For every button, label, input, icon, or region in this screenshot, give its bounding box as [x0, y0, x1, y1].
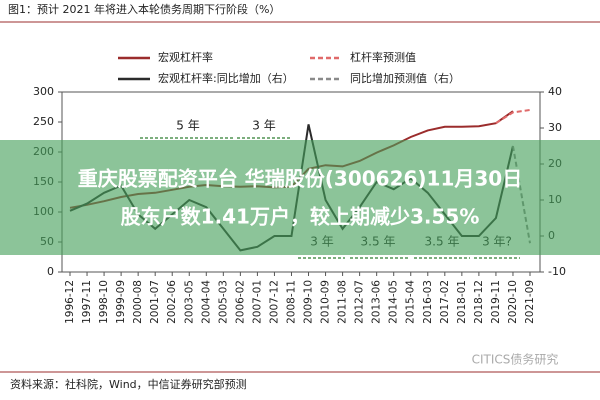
y2-tick-label: -10	[548, 265, 566, 278]
x-tick-label: 2013-06	[371, 280, 383, 324]
x-tick-label: 2012-07	[354, 280, 366, 324]
legend-label: 宏观杠杆率:同比增加（右）	[158, 71, 294, 85]
annotation: 5 年	[176, 119, 199, 133]
x-tick-label: 2007-01	[251, 280, 263, 324]
x-tick-label: 2011-08	[337, 280, 349, 324]
x-tick-label: 2020-10	[507, 280, 519, 324]
x-tick-label: 2004-04	[200, 280, 212, 324]
legend-label: 宏观杠杆率	[158, 50, 213, 64]
x-tick-label: 2007-12	[268, 280, 280, 324]
legend-label: 杠杆率预测值	[350, 50, 416, 64]
legend-label: 同比增加预测值（右）	[350, 71, 460, 85]
x-tick-label: 1996-12	[64, 280, 76, 324]
watermark: CITICS债务研究	[472, 352, 559, 367]
y-tick-label: 0	[47, 265, 54, 278]
chart-title: 图1：预计 2021 年将进入本轮债务周期下行阶段（%）	[8, 2, 280, 16]
overlay-text: 重庆股票配资平台 华瑞股份(300626)11月30日	[78, 167, 522, 191]
x-tick-label: 1997-11	[81, 280, 93, 324]
x-tick-label: 2021-09	[524, 280, 536, 324]
x-tick-label: 1999-09	[115, 280, 127, 324]
x-tick-label: 2016-03	[422, 280, 434, 324]
x-tick-label: 2019-11	[490, 280, 502, 324]
x-tick-label: 2005-03	[217, 280, 229, 324]
x-tick-label: 2018-12	[473, 280, 485, 324]
x-tick-label: 2006-02	[234, 280, 246, 324]
x-tick-label: 2014-05	[388, 280, 400, 324]
y-tick-label: 300	[33, 85, 54, 98]
x-tick-label: 2017-02	[439, 280, 451, 324]
x-tick-label: 2009-10	[303, 280, 315, 324]
source: 资料来源：社科院，Wind，中信证券研究部预测	[10, 377, 247, 391]
x-tick-label: 2003-05	[183, 280, 195, 324]
y2-tick-label: 40	[548, 85, 562, 98]
x-tick-label: 2002-06	[166, 280, 178, 324]
x-tick-label: 1998-10	[98, 280, 110, 324]
x-tick-label: 2018-01	[456, 280, 468, 324]
series-line	[495, 109, 531, 125]
y-tick-label: 250	[33, 115, 54, 128]
x-tick-label: 2001-07	[149, 280, 161, 324]
overlay-text: 股东户数1.41万户，较上期减少3.55%	[121, 205, 480, 229]
x-tick-label: 2008-11	[285, 280, 297, 324]
x-tick-label: 2000-08	[132, 280, 144, 324]
x-tick-label: 2015-04	[405, 280, 417, 324]
overlay-banner	[0, 140, 600, 255]
y2-tick-label: 30	[548, 121, 562, 134]
annotation-arrows	[140, 137, 520, 259]
x-tick-label: 2010-09	[320, 280, 332, 324]
annotation: 3 年	[252, 119, 275, 133]
